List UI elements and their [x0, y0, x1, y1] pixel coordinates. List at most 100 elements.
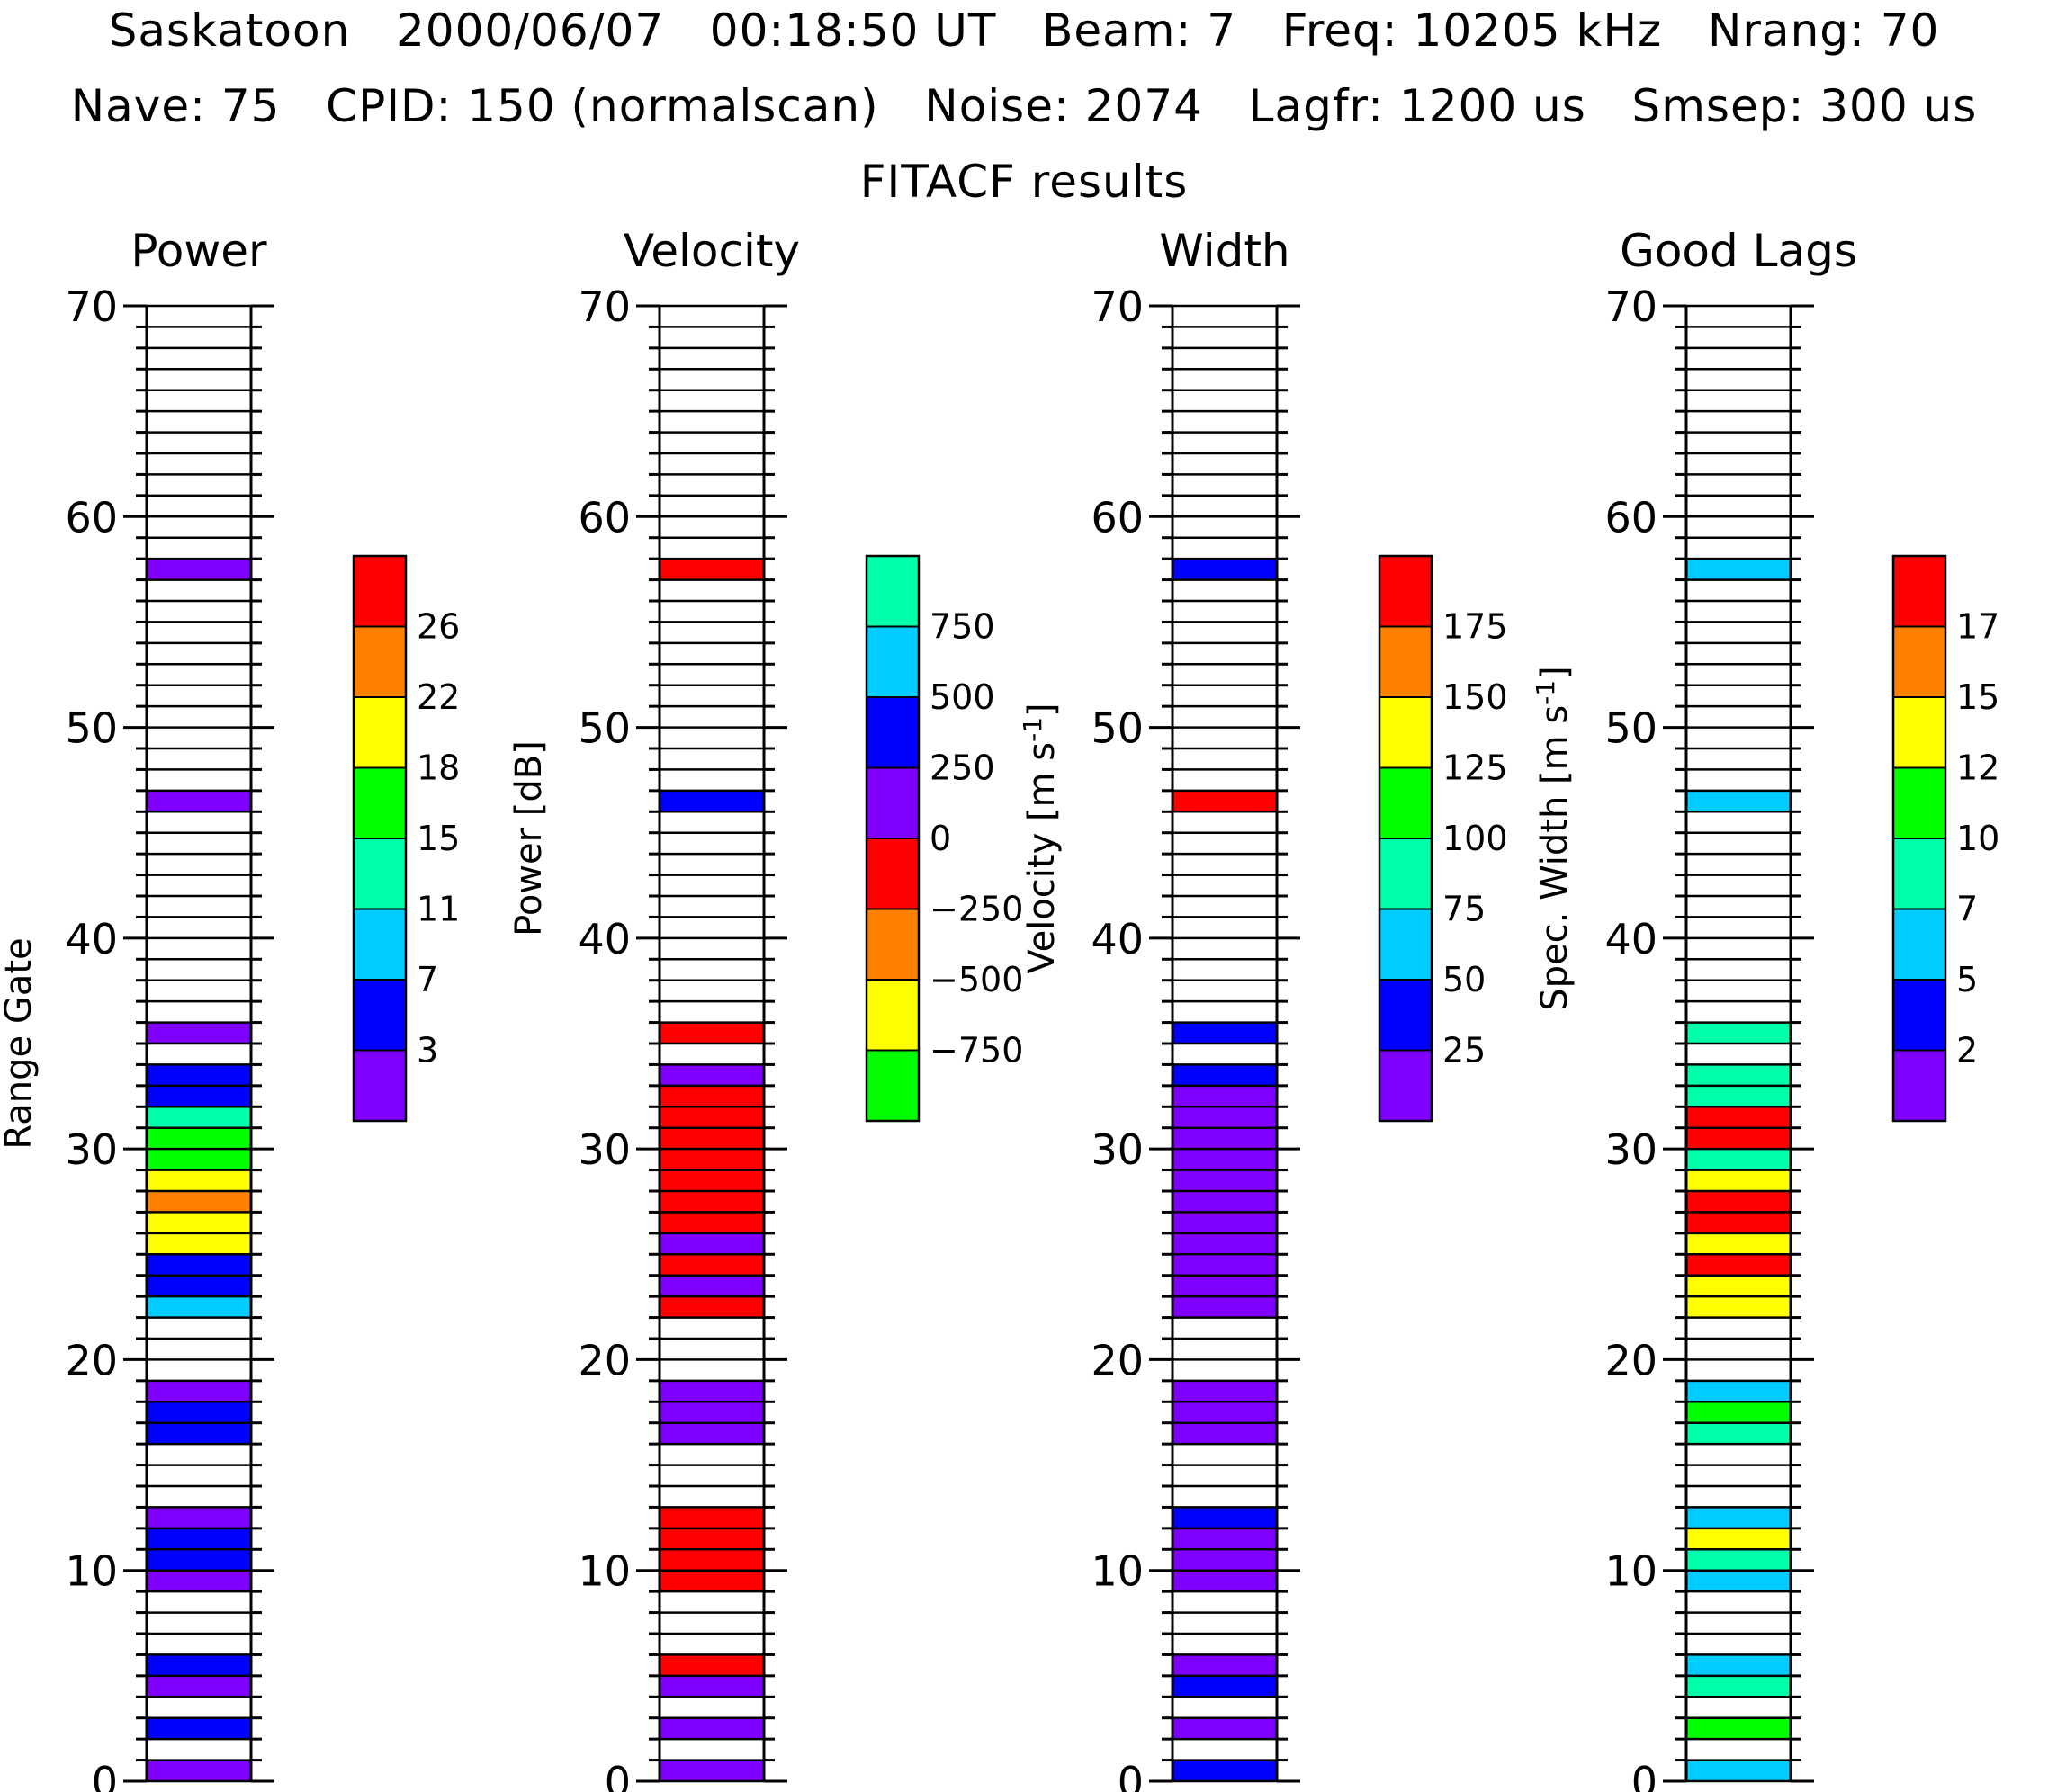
y-tick-label-good-lags-50: 50 [1604, 704, 1657, 753]
colorbar-segment-velocity-1 [866, 979, 920, 1052]
gate-cell-velocity-24 [660, 1254, 764, 1276]
colorbar-segment-good-lags-1 [1892, 979, 1946, 1052]
colorbar-frame-velocity [865, 554, 921, 1123]
y-tick-label-width-60: 60 [1091, 493, 1144, 542]
gate-cell-good-lags-27 [1686, 1191, 1791, 1213]
gate-cell-good-lags-16 [1686, 1422, 1791, 1445]
gate-cell-power-31 [147, 1107, 251, 1128]
panel-title-width: Width [1159, 225, 1289, 277]
gate-cell-width-0 [1172, 1760, 1277, 1781]
gate-cell-velocity-33 [660, 1064, 764, 1086]
gate-cell-velocity-12 [660, 1507, 764, 1528]
gate-cell-width-46 [1172, 790, 1277, 812]
colorbar-frame-width [1378, 554, 1433, 1123]
gate-cell-good-lags-28 [1686, 1169, 1791, 1191]
y-tick-label-good-lags-0: 0 [1631, 1758, 1657, 1792]
gate-cell-velocity-46 [660, 790, 764, 812]
colorbar-segment-width-4 [1379, 766, 1433, 839]
gate-cell-power-18 [147, 1380, 251, 1402]
gate-cell-good-lags-32 [1686, 1085, 1791, 1107]
gate-cell-width-57 [1172, 559, 1277, 580]
panel-title-velocity: Velocity [624, 225, 800, 277]
gate-cell-power-17 [147, 1402, 251, 1423]
gate-cell-power-46 [147, 790, 251, 812]
colorbar-tick-velocity-6: 750 [930, 607, 995, 647]
gate-cell-good-lags-17 [1686, 1402, 1791, 1423]
y-tick-label-power-60: 60 [65, 493, 118, 542]
colorbar-segment-velocity-5 [866, 696, 920, 769]
gate-cell-velocity-11 [660, 1528, 764, 1550]
y-tick-label-width-50: 50 [1091, 704, 1144, 753]
gate-cell-power-33 [147, 1064, 251, 1086]
colorbar-tick-power-2: 11 [417, 890, 460, 929]
gate-cell-width-22 [1172, 1296, 1277, 1318]
gate-cell-velocity-5 [660, 1654, 764, 1676]
gate-cell-velocity-35 [660, 1022, 764, 1044]
colorbar-segment-width-7 [1379, 555, 1433, 628]
gate-cell-good-lags-18 [1686, 1380, 1791, 1402]
gate-cell-good-lags-5 [1686, 1654, 1791, 1676]
colorbar-segment-power-3 [353, 838, 407, 910]
gate-cell-power-12 [147, 1507, 251, 1528]
gate-cell-velocity-28 [660, 1169, 764, 1191]
gate-cell-width-18 [1172, 1380, 1277, 1402]
colorbar-tick-velocity-3: 0 [930, 819, 951, 858]
gate-cell-width-27 [1172, 1191, 1277, 1213]
gate-cell-good-lags-33 [1686, 1064, 1791, 1086]
gate-cell-good-lags-10 [1686, 1549, 1791, 1571]
colorbar-tick-velocity-2: −250 [930, 890, 1023, 929]
gate-cell-velocity-31 [660, 1107, 764, 1128]
gate-cell-power-57 [147, 559, 251, 580]
gate-cell-width-5 [1172, 1654, 1277, 1676]
colorbar-segment-velocity-6 [866, 625, 920, 698]
colorbar-frame-good-lags [1891, 554, 1947, 1123]
gate-cell-power-16 [147, 1422, 251, 1445]
y-axis-label: Range Gate [0, 937, 40, 1149]
gate-cell-velocity-32 [660, 1085, 764, 1107]
gate-cell-power-25 [147, 1232, 251, 1255]
panel-title-good-lags: Good Lags [1620, 225, 1857, 277]
colorbar-tick-velocity-1: −500 [930, 960, 1023, 999]
header-line-2: Nave: 75 CPID: 150 (normalscan) Noise: 2… [70, 80, 1978, 132]
y-tick-label-velocity-10: 10 [578, 1547, 631, 1596]
gate-cell-good-lags-46 [1686, 790, 1791, 812]
header-line-1: Saskatoon 2000/06/07 00:18:50 UT Beam: 7… [108, 4, 1940, 57]
gate-cell-velocity-4 [660, 1675, 764, 1698]
gate-cell-velocity-30 [660, 1127, 764, 1150]
gate-cell-width-33 [1172, 1064, 1277, 1086]
gate-cell-power-28 [147, 1169, 251, 1191]
y-tick-label-width-10: 10 [1091, 1547, 1144, 1596]
gate-cell-good-lags-57 [1686, 559, 1791, 580]
colorbar-tick-width-6: 175 [1442, 607, 1508, 647]
colorbar-segment-velocity-2 [866, 908, 920, 981]
gate-cell-good-lags-9 [1686, 1570, 1791, 1592]
gate-cell-good-lags-31 [1686, 1107, 1791, 1128]
colorbar-tick-good-lags-2: 7 [1956, 890, 1978, 929]
y-tick-label-velocity-50: 50 [578, 704, 631, 753]
colorbar-segment-power-1 [353, 979, 407, 1052]
colorbar-segment-good-lags-2 [1892, 908, 1946, 981]
colorbar-tick-power-0: 3 [417, 1031, 438, 1071]
y-tick-label-width-20: 20 [1091, 1336, 1144, 1384]
gate-cell-power-0 [147, 1760, 251, 1781]
gate-cell-power-11 [147, 1528, 251, 1550]
colorbar-tick-power-4: 18 [417, 748, 460, 788]
gate-cell-good-lags-12 [1686, 1507, 1791, 1528]
gate-cell-velocity-25 [660, 1232, 764, 1255]
gate-cell-velocity-10 [660, 1549, 764, 1571]
colorbar-segment-velocity-0 [866, 1049, 920, 1122]
colorbar-segment-width-1 [1379, 979, 1433, 1052]
colorbar-tick-power-3: 15 [417, 819, 460, 858]
colorbar-tick-good-lags-0: 2 [1956, 1031, 1978, 1071]
y-tick-label-power-30: 30 [65, 1125, 118, 1174]
colorbar-tick-good-lags-4: 12 [1956, 748, 1999, 788]
colorbar-tick-velocity-0: −750 [930, 1031, 1023, 1071]
colorbar-label-power: Power [dB] [508, 740, 550, 936]
colorbar-tick-width-3: 100 [1442, 819, 1508, 858]
colorbar-segment-good-lags-6 [1892, 625, 1946, 698]
colorbar-tick-good-lags-1: 5 [1956, 960, 1978, 999]
y-tick-label-power-20: 20 [65, 1336, 118, 1384]
y-tick-label-power-10: 10 [65, 1547, 118, 1596]
gate-cell-power-10 [147, 1549, 251, 1571]
